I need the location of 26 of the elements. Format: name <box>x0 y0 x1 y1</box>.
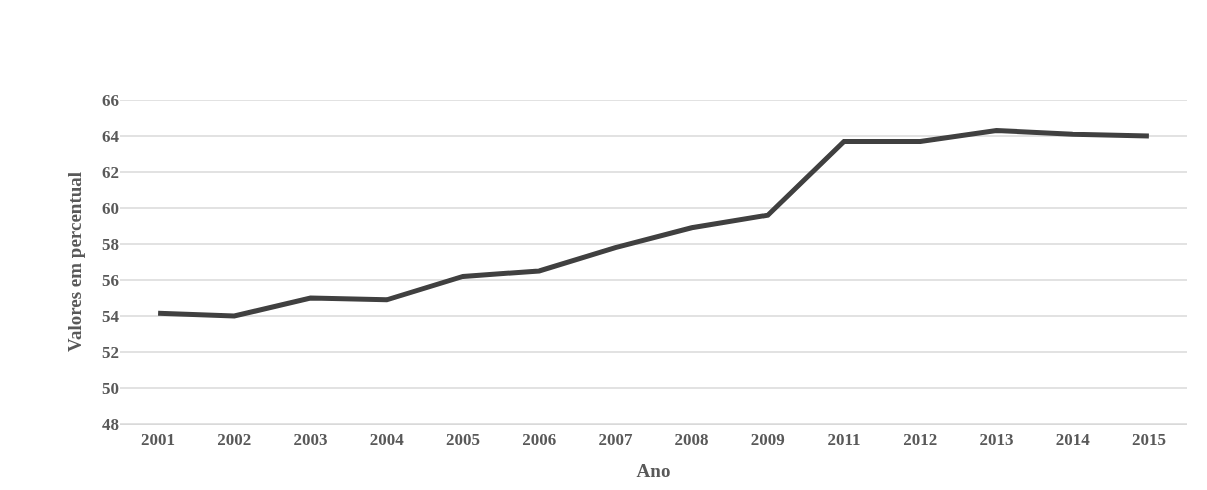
x-tick-label: 2015 <box>1131 430 1166 450</box>
x-tick-label: 2005 <box>445 430 480 450</box>
x-tick-label: 2001 <box>141 430 176 450</box>
y-tick-label: 52 <box>102 342 119 362</box>
x-tick-label: 2003 <box>293 430 328 450</box>
y-tick-label: 64 <box>102 126 120 146</box>
y-tick-label: 56 <box>102 270 119 290</box>
x-axis-title: Ano <box>636 460 671 482</box>
x-tick-label: 2008 <box>674 430 709 450</box>
x-tick-label: 2004 <box>369 430 405 450</box>
y-tick-label: 66 <box>102 90 119 110</box>
x-tick-label: 2012 <box>903 430 938 450</box>
x-tick-label: 2009 <box>750 430 785 450</box>
y-tick-label: 60 <box>102 198 119 218</box>
y-tick-label: 48 <box>102 414 119 434</box>
x-tick-label: 2014 <box>1055 430 1091 450</box>
y-tick-label: 62 <box>102 162 119 182</box>
x-tick-label: 2006 <box>522 430 557 450</box>
x-tick-label: 2013 <box>979 430 1014 450</box>
x-tick-label: 2011 <box>827 430 861 450</box>
x-tick-label: 2002 <box>217 430 252 450</box>
y-axis-title: Valores em percentual <box>63 171 85 353</box>
y-tick-label: 58 <box>102 234 119 254</box>
x-tick-label: 2007 <box>598 430 633 450</box>
y-tick-label: 50 <box>102 378 119 398</box>
y-tick-label: 54 <box>102 306 120 326</box>
